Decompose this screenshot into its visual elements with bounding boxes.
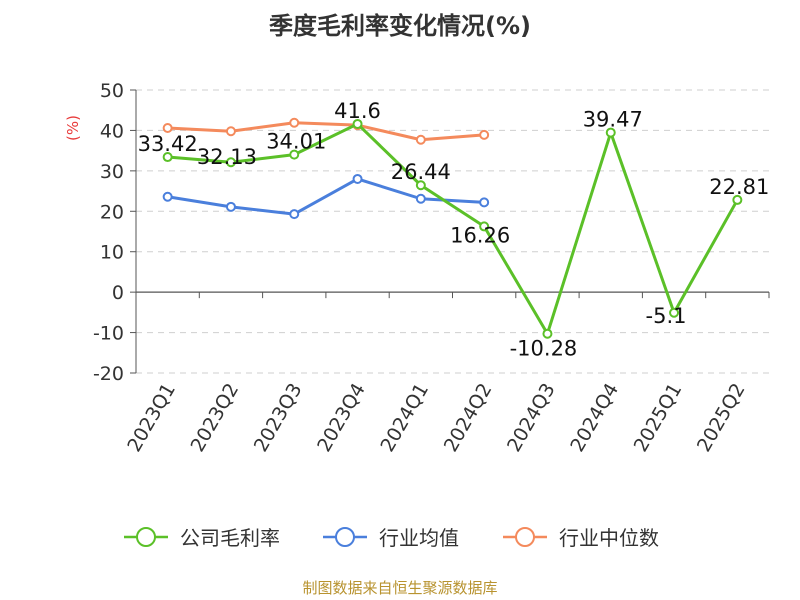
data-point[interactable] [415,180,426,191]
x-tick-label: 2023Q3 [250,380,307,456]
legend-marker [136,527,156,547]
y-tick-label: 40 [100,120,124,142]
legend-item-0[interactable]: 公司毛利率 [124,526,280,550]
data-point[interactable] [605,127,616,138]
y-tick-label: 10 [100,242,124,264]
x-tick-label: 2025Q1 [630,380,687,456]
data-label: 39.47 [583,108,643,132]
data-point[interactable] [479,221,490,232]
data-point[interactable] [669,307,680,318]
x-tick-label: 2023Q1 [123,380,180,456]
data-point[interactable] [415,193,426,204]
data-point[interactable] [225,126,236,137]
y-axis-label: (%) [64,115,82,141]
data-label: 33.42 [138,132,198,156]
data-point[interactable] [289,117,300,128]
series-line [167,122,739,336]
x-tick-label: 2023Q4 [313,380,370,456]
data-point[interactable] [162,123,173,134]
data-label: 16.26 [450,223,510,247]
y-tick-label: 30 [100,161,124,183]
legend-item-2[interactable]: 行业中位数 [503,526,659,550]
y-tick-label: -10 [93,323,124,345]
x-tick-label: 2025Q2 [693,380,750,456]
y-tick-label: 0 [112,282,124,304]
y-tick-label: 20 [100,201,124,223]
data-point[interactable] [162,191,173,202]
chart-title: 季度毛利率变化情况(%) [269,12,531,40]
series-1 [162,173,490,220]
data-label: -5.1 [646,304,687,328]
data-point[interactable] [162,152,173,163]
data-label: 34.01 [266,130,326,154]
data-point[interactable] [352,118,363,129]
x-tick-label: 2024Q3 [503,380,560,456]
legend-item-1[interactable]: 行业均值 [323,526,459,550]
x-tick-label: 2024Q4 [566,380,623,456]
data-point[interactable] [289,149,300,160]
data-point[interactable] [415,134,426,145]
legend-marker [515,527,535,547]
legend[interactable]: 公司毛利率 行业均值 行业中位数 [124,526,659,550]
data-label: 22.81 [709,175,769,199]
data-point[interactable] [479,197,490,208]
data-label: 32.13 [197,145,257,169]
data-label: 41.6 [334,99,381,123]
data-point[interactable] [352,173,363,184]
data-point[interactable] [542,328,553,339]
data-point[interactable] [732,194,743,205]
x-tick-label: 2024Q2 [440,380,497,456]
data-label: -10.28 [510,337,578,361]
legend-label: 公司毛利率 [180,526,280,550]
legend-marker [335,527,355,547]
data-label: 26.44 [391,160,451,184]
legend-label: 行业中位数 [559,526,659,550]
series-0 [162,118,743,339]
series-line [167,121,485,142]
data-point[interactable] [225,157,236,168]
series-line [167,177,485,216]
legend-label: 行业均值 [379,526,459,550]
data-point[interactable] [289,209,300,220]
data-source-note: 制图数据来自恒生聚源数据库 [302,579,497,597]
series-lines [162,117,743,339]
data-point[interactable] [479,129,490,140]
data-point[interactable] [225,201,236,212]
y-tick-label: -20 [93,363,124,385]
x-tick-label: 2023Q2 [187,380,244,456]
y-tick-label: 50 [100,80,124,102]
x-tick-label: 2024Q1 [376,380,433,456]
